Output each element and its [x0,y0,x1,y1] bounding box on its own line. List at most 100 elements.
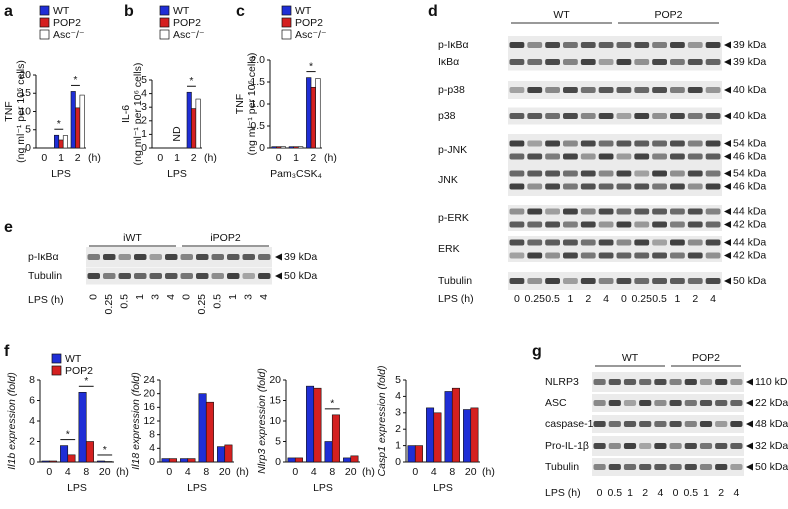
blot-band [639,464,652,470]
blot-band [118,254,131,260]
blot-band [623,464,637,470]
blot-band [509,239,525,246]
blot-band [580,113,596,119]
blot-band [670,153,685,160]
blot-band [670,183,685,190]
blot-strip [592,394,744,412]
blot-band [705,252,721,259]
y-tick-label: 15 [269,394,281,406]
blot-band [715,400,728,406]
blot-strip [508,272,722,290]
blot-band [654,443,667,449]
blot-band [652,170,667,177]
blot-band [598,239,614,246]
blot-band [580,278,596,284]
blot-row-label: p38 [438,110,456,122]
bar [224,444,233,463]
blot-band [563,183,578,190]
lane-label: 1 [627,487,633,499]
lane-label: 0.5 [212,294,224,309]
blot-band [715,421,728,427]
blot-band [545,239,560,246]
blot-band [598,183,614,190]
kda-arrow [724,58,731,66]
panel-letter: f [4,343,10,360]
bar [75,107,81,149]
blot-band [705,221,721,228]
bar [205,401,214,463]
blot-band [634,239,650,246]
blot-band [563,153,578,160]
legend-label: Asc⁻/⁻ [295,29,327,41]
x-axis-label: LPS [167,168,187,180]
y-tick-label: 0 [259,142,265,154]
blot-band [527,59,543,65]
blot-band [669,400,682,406]
blot-band [580,87,596,93]
blot-band [598,113,614,119]
lane-label: 2 [642,487,648,499]
x-tick-label: 8 [329,466,335,478]
blot-band [527,239,543,246]
x-unit: (h) [482,466,495,478]
kda-arrow [746,420,753,428]
blot-band [687,59,703,65]
kda-arrow [746,399,753,407]
blot-group-label: WT [553,9,570,21]
blot-band [580,239,596,246]
blot-band [608,464,621,470]
blot-band [684,443,697,449]
x-tick-label: 0 [292,466,298,478]
blot-band [670,59,685,65]
significance-mark: * [330,398,334,410]
blot-band [509,140,525,147]
blot-band [652,42,667,48]
blot-row-label: Pro-IL-1β [545,440,589,452]
blot-band [654,400,667,406]
blot-band [684,464,697,470]
blot-strip [592,372,744,392]
bar [276,146,282,149]
blot-band [545,42,560,48]
blot-band [670,42,685,48]
y-tick-label: 0 [141,142,147,154]
kda-arrow [724,208,731,215]
lane-label: 1 [134,294,146,300]
blot-band [687,239,703,246]
bar [288,146,294,149]
blot-band [563,278,578,284]
y-axis-label: Nlrp3 expression (fold) [256,368,268,474]
blot-row-label: p-IκBα [438,39,469,51]
blot-band [593,400,606,406]
blot-band [669,443,682,449]
x-tick-label: 20 [465,466,477,478]
y-tick-label: 0.5 [250,120,265,132]
blot-band [103,273,116,279]
legend-swatch [51,365,62,376]
blot-band [684,421,697,427]
blot-band [258,254,271,260]
kda-label: 22 kDa [755,397,788,409]
blot-band [634,278,650,284]
blot-row-label: NLRP3 [545,376,579,388]
kda-label: 39 kDa [733,39,766,51]
blot-band [705,140,721,147]
bar [198,393,207,463]
blot-band [705,278,721,284]
blot-band [598,208,614,215]
blot-band [652,252,667,259]
bar [195,98,201,149]
panel-letter: g [532,343,542,360]
blot-band [580,208,596,215]
y-tick-label: 5 [25,124,31,136]
lane-label: 4 [710,293,716,305]
kda-label: 54 kDa [733,137,766,149]
legend-swatch [39,5,50,16]
y-tick-label: 0 [275,456,281,468]
kda-arrow [724,41,731,49]
blot-band [699,464,713,470]
kda-arrow [724,140,731,147]
kda-label: 50 kDa [733,275,766,287]
panel-letter: d [428,3,438,20]
lane-label: 0.5 [652,293,667,305]
